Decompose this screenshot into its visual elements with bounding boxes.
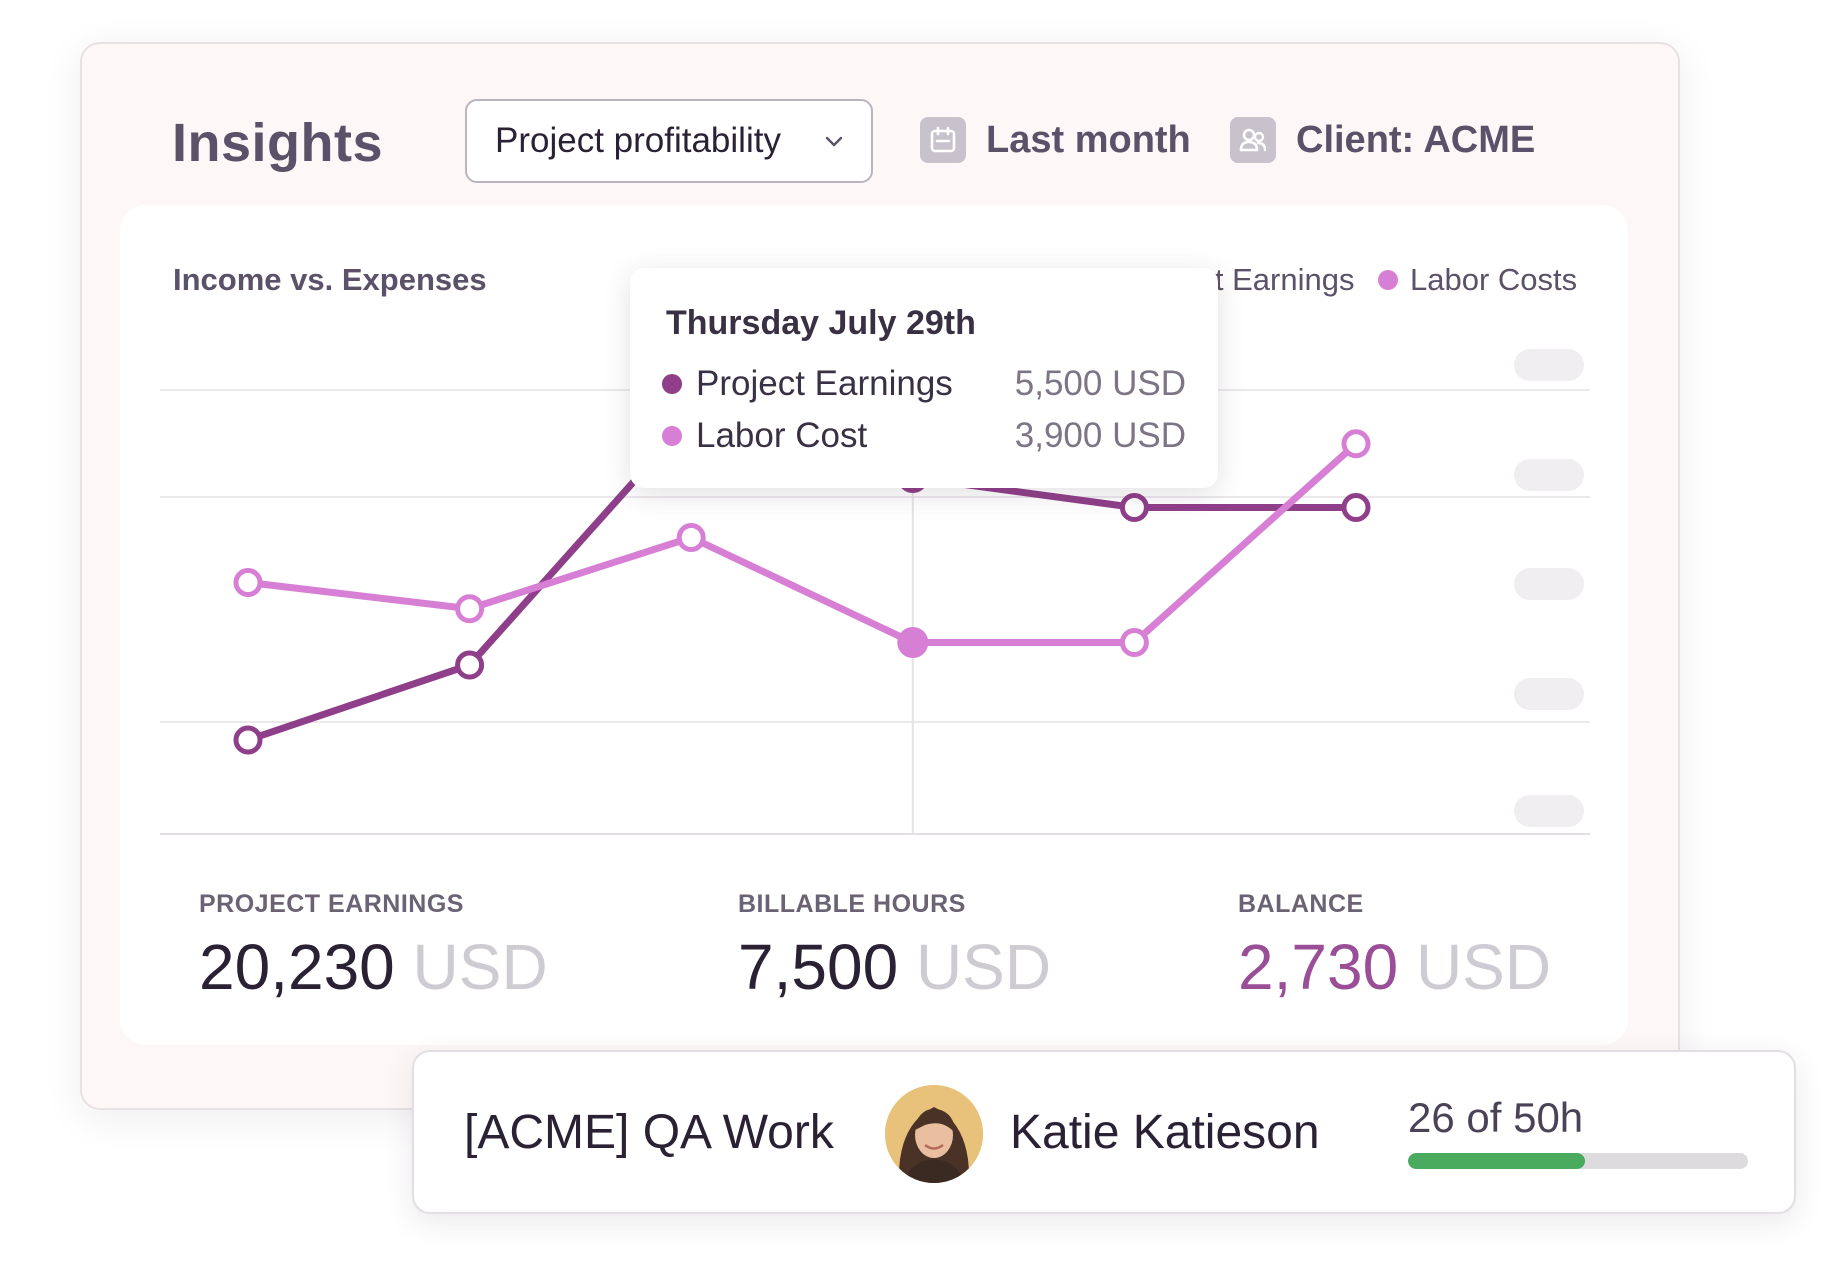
tooltip-row-labor: Labor Cost 3,900 USD [662,416,1186,456]
stat-unit: USD [412,931,548,1003]
hours-progress-fill [1408,1153,1585,1169]
legend-item-labor[interactable]: Labor Costs [1378,262,1577,298]
axis-label-placeholder [1514,678,1584,710]
stat-value-earnings: 20,230 USD [199,930,548,1004]
data-point-earnings [233,725,263,755]
calendar-icon [920,117,966,163]
person-name: Katie Katieson [1010,1106,1320,1159]
report-type-value: Project profitability [495,121,781,160]
stat-amount: 2,730 [1238,931,1399,1003]
data-point-labor [676,523,706,552]
tooltip-title: Thursday July 29th [666,304,976,342]
task-card[interactable] [412,1050,1796,1214]
hours-progress-bar [1408,1153,1748,1169]
data-point-labor [1119,628,1149,657]
data-point-labor [897,627,929,658]
stat-unit: USD [915,931,1052,1003]
tooltip-value-labor: 3,900 USD [1014,416,1186,455]
task-name: [ACME] QA Work [464,1106,834,1159]
stat-amount: 20,230 [199,931,395,1003]
stat-value-hours: 7,500 USD [738,930,1051,1004]
axis-label-placeholder [1514,349,1584,381]
tooltip-dot-labor [662,426,682,446]
date-filter[interactable]: Last month [920,117,1191,163]
data-point-labor [1341,429,1371,459]
series-line-labor [244,440,1360,646]
data-point-labor [233,568,263,597]
axis-label-placeholder [1514,795,1584,827]
avatar [885,1085,983,1183]
stat-label-hours: BILLABLE HOURS [738,890,966,918]
stat-unit: USD [1415,931,1552,1003]
stat-value-balance: 2,730 USD [1238,930,1551,1004]
page-title: Insights [172,113,384,173]
stat-amount: 7,500 [738,931,899,1003]
data-point-labor [455,594,485,624]
stat-label-earnings: PROJECT EARNINGS [199,890,464,918]
legend-dot-labor [1378,270,1398,290]
legend-label-labor: Labor Costs [1410,262,1578,297]
tooltip-value-earnings: 5,500 USD [1014,364,1186,403]
data-point-earnings [1119,493,1149,522]
report-type-dropdown[interactable]: Project profitability [465,99,873,183]
date-filter-label: Last month [986,118,1191,161]
chevron-down-icon [825,136,843,147]
client-filter[interactable]: Client: ACME [1230,117,1535,163]
data-point-earnings [1341,493,1371,522]
stat-label-balance: BALANCE [1238,890,1364,918]
tooltip-row-earnings: Project Earnings 5,500 USD [662,364,1186,404]
chart-tooltip: Thursday July 29th Project Earnings 5,50… [630,268,1218,488]
tooltip-label-earnings: Project Earnings [696,364,953,403]
data-point-earnings [455,650,485,680]
hours-progress-label: 26 of 50h [1408,1094,1584,1141]
tooltip-dot-earnings [662,374,682,394]
tooltip-label-labor: Labor Cost [696,416,868,455]
users-icon [1230,117,1276,163]
axis-label-placeholder [1514,568,1584,600]
axis-label-placeholder [1514,459,1584,491]
client-filter-label: Client: ACME [1296,118,1536,161]
chart-title: Income vs. Expenses [173,262,487,297]
